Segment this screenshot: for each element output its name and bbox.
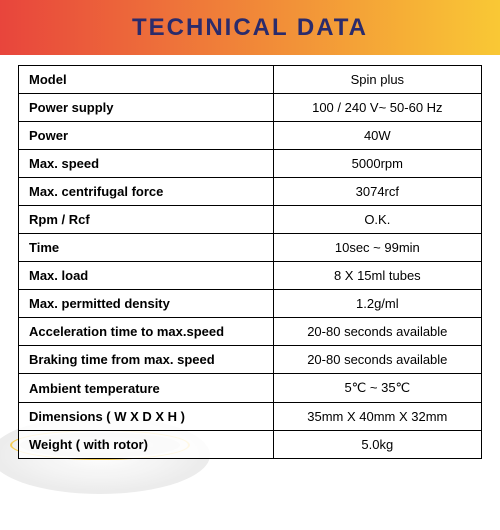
spec-label: Max. permitted density	[19, 290, 274, 318]
spec-value: 3074rcf	[273, 178, 481, 206]
spec-value: 100 / 240 V~ 50-60 Hz	[273, 94, 481, 122]
table-row: Ambient temperature5℃ ~ 35℃	[19, 374, 482, 403]
spec-label: Weight ( with rotor)	[19, 431, 274, 459]
spec-label: Braking time from max. speed	[19, 346, 274, 374]
table-row: Weight ( with rotor)5.0kg	[19, 431, 482, 459]
spec-value: 5.0kg	[273, 431, 481, 459]
spec-label: Power	[19, 122, 274, 150]
table-row: Rpm / RcfO.K.	[19, 206, 482, 234]
spec-value: 40W	[273, 122, 481, 150]
spec-value: 20-80 seconds available	[273, 346, 481, 374]
table-row: Max. centrifugal force3074rcf	[19, 178, 482, 206]
spec-label: Max. load	[19, 262, 274, 290]
spec-label: Dimensions ( W X D X H )	[19, 403, 274, 431]
spec-table-container: ModelSpin plusPower supply100 / 240 V~ 5…	[0, 55, 500, 459]
table-row: Power40W	[19, 122, 482, 150]
table-row: Max. speed5000rpm	[19, 150, 482, 178]
table-row: Max. permitted density1.2g/ml	[19, 290, 482, 318]
spec-value: 8 X 15ml tubes	[273, 262, 481, 290]
spec-label: Time	[19, 234, 274, 262]
spec-label: Model	[19, 66, 274, 94]
header-banner: TECHNICAL DATA	[0, 0, 500, 55]
table-row: Acceleration time to max.speed20-80 seco…	[19, 318, 482, 346]
spec-value: 10sec ~ 99min	[273, 234, 481, 262]
table-row: Time10sec ~ 99min	[19, 234, 482, 262]
spec-value: 20-80 seconds available	[273, 318, 481, 346]
spec-value: 5℃ ~ 35℃	[273, 374, 481, 403]
spec-table: ModelSpin plusPower supply100 / 240 V~ 5…	[18, 65, 482, 459]
table-row: Braking time from max. speed20-80 second…	[19, 346, 482, 374]
spec-label: Max. speed	[19, 150, 274, 178]
spec-value: 1.2g/ml	[273, 290, 481, 318]
spec-value: 35mm X 40mm X 32mm	[273, 403, 481, 431]
spec-label: Ambient temperature	[19, 374, 274, 403]
table-row: Max. load8 X 15ml tubes	[19, 262, 482, 290]
spec-value: Spin plus	[273, 66, 481, 94]
spec-value: O.K.	[273, 206, 481, 234]
spec-label: Max. centrifugal force	[19, 178, 274, 206]
table-row: Power supply100 / 240 V~ 50-60 Hz	[19, 94, 482, 122]
page-title: TECHNICAL DATA	[132, 14, 368, 42]
spec-value: 5000rpm	[273, 150, 481, 178]
table-row: Dimensions ( W X D X H )35mm X 40mm X 32…	[19, 403, 482, 431]
spec-label: Power supply	[19, 94, 274, 122]
spec-label: Rpm / Rcf	[19, 206, 274, 234]
table-row: ModelSpin plus	[19, 66, 482, 94]
spec-label: Acceleration time to max.speed	[19, 318, 274, 346]
